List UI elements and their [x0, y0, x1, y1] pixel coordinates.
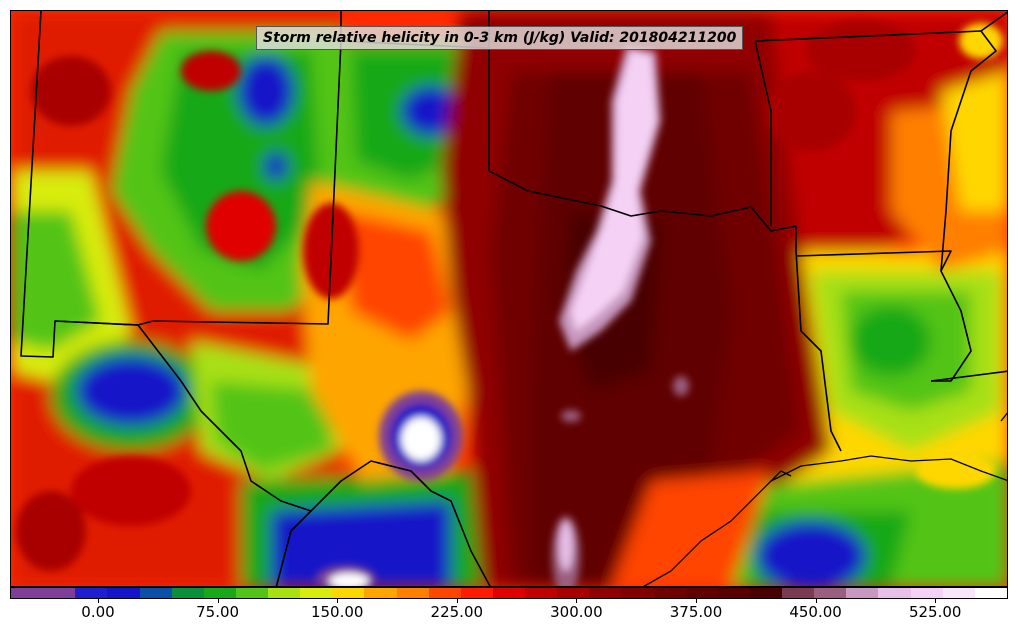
colorbar-swatch [685, 588, 718, 598]
colorbar-tick-label: 150.00 [310, 603, 364, 621]
colorbar-swatch [171, 588, 204, 598]
colorbar-swatch [428, 588, 461, 598]
colorbar-swatch [268, 588, 301, 598]
colorbar-tick-label: 300.00 [550, 603, 603, 621]
colorbar-swatch [974, 588, 1007, 598]
colorbar-swatch [910, 588, 943, 598]
colorbar-tick [456, 599, 458, 603]
colorbar-swatch [846, 588, 879, 598]
helicity-field-details [16, 21, 1003, 586]
colorbar-tick [815, 599, 817, 603]
colorbar-swatch [749, 588, 782, 598]
colorbar-swatch [589, 588, 622, 598]
colorbar-tick [98, 599, 99, 603]
map-panel: Storm relative helicity in 0-3 km (J/kg)… [10, 10, 1008, 587]
colorbar-swatch [782, 588, 815, 598]
colorbar-tick [576, 599, 578, 603]
colorbar-tick [337, 599, 339, 603]
colorbar-swatch [460, 588, 493, 598]
colorbar-tick-label: 525.00 [908, 603, 962, 621]
colorbar-tick-label: 225.00 [430, 603, 484, 621]
colorbar-swatch [139, 588, 172, 598]
colorbar-tick-labels: 0.00 75.00 150.00 225.00 300.00 375.00 450.00 5… [10, 599, 1008, 633]
colorbar-swatch [107, 588, 140, 598]
colorbar-swatch [203, 588, 236, 598]
colorbar-tick [935, 599, 937, 603]
colorbar-swatch [557, 588, 590, 598]
colorbar-swatch [492, 588, 525, 598]
colorbar-tick-label: 0.00 [81, 603, 115, 621]
helicity-map [11, 11, 1007, 586]
colorbar-swatch [525, 588, 558, 598]
colorbar-tick [696, 599, 697, 603]
colorbar-tick [217, 599, 219, 603]
colorbar-swatch [235, 588, 268, 598]
colorbar-swatch [75, 588, 108, 598]
colorbar-swatch [814, 588, 847, 598]
colorbar-swatch [396, 588, 429, 598]
map-title: Storm relative helicity in 0-3 km (J/kg)… [256, 26, 744, 50]
colorbar-tick-label: 75.00 [196, 603, 240, 621]
helicity-field-regions [11, 11, 1007, 586]
coastline [643, 412, 1007, 586]
colorbar-tick-label: 375.00 [669, 603, 723, 621]
colorbar-swatch [717, 588, 750, 598]
colorbar-tick-label: 450.00 [789, 603, 842, 621]
colorbar-swatch [621, 588, 654, 598]
colorbar [10, 587, 1008, 599]
colorbar-swatch [878, 588, 911, 598]
colorbar-swatch [11, 588, 44, 598]
colorbar-swatch [43, 588, 76, 598]
colorbar-swatch [653, 588, 686, 598]
colorbar-swatch [300, 588, 333, 598]
colorbar-swatch [332, 588, 365, 598]
colorbar-swatch [364, 588, 397, 598]
colorbar-swatch [942, 588, 975, 598]
